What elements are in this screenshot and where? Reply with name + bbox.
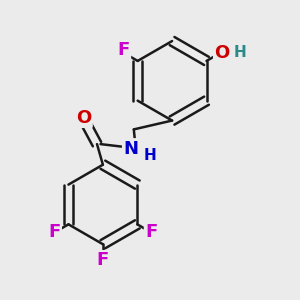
Text: H: H (233, 45, 246, 60)
Text: N: N (123, 140, 138, 158)
Text: O: O (76, 109, 92, 127)
Text: H: H (144, 148, 156, 164)
Text: O: O (214, 44, 230, 62)
Text: F: F (118, 41, 130, 59)
Text: F: F (97, 251, 109, 269)
Text: F: F (48, 224, 61, 242)
Text: F: F (145, 224, 158, 242)
